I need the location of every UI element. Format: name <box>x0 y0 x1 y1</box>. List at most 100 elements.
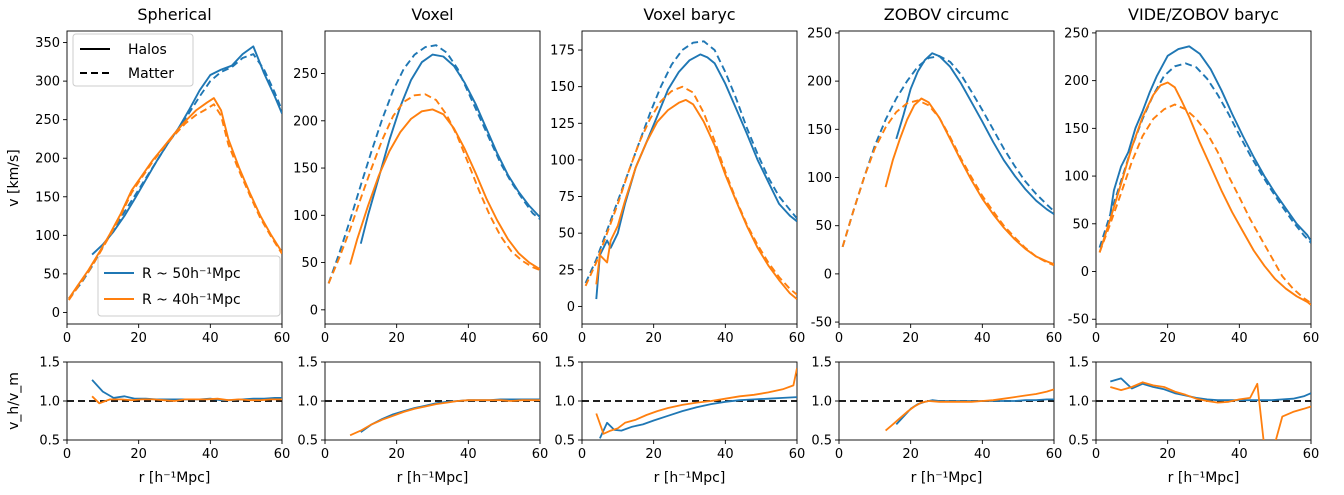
ratio-y-axis-label: v_h/v_m <box>6 372 22 430</box>
ratio-y-tick-label: 0.5 <box>39 434 60 449</box>
ratio-x-tick-label: 60 <box>789 447 806 462</box>
legend-label: R ~ 40h⁻¹Mpc <box>142 292 241 308</box>
x-tick-label: 20 <box>130 331 147 346</box>
y-tick-label: 250 <box>35 113 60 128</box>
y-tick-label: 125 <box>550 117 575 132</box>
panel-title: Voxel baryc <box>643 5 735 24</box>
series-line-3 <box>586 87 797 295</box>
y-tick-label: 300 <box>35 75 60 90</box>
x-tick-label: 40 <box>717 331 734 346</box>
ratio-y-tick-label: 0.5 <box>297 434 318 449</box>
ratio-y-tick-label: 1.0 <box>297 395 318 410</box>
y-tick-label: 100 <box>1064 170 1089 185</box>
y-tick-label: 150 <box>550 80 575 95</box>
ratio-y-tick-label: 0.5 <box>811 434 832 449</box>
ratio-y-tick-label: 1.5 <box>811 356 832 371</box>
y-tick-label: 175 <box>550 44 575 59</box>
y-tick-label: 0 <box>567 300 575 315</box>
x-axis-label: r [h⁻¹Mpc] <box>654 470 726 486</box>
x-tick-label: 0 <box>321 331 329 346</box>
y-tick-label: 50 <box>815 219 832 234</box>
ratio-y-tick-label: 1.5 <box>297 356 318 371</box>
y-tick-label: 150 <box>293 162 318 177</box>
x-tick-label: 60 <box>274 331 291 346</box>
y-tick-label: 0 <box>824 267 832 282</box>
y-tick-label: 100 <box>807 171 832 186</box>
series-line-2 <box>1100 83 1311 305</box>
ratio-y-tick-label: 1.5 <box>554 356 575 371</box>
ratio-y-tick-label: 0.5 <box>554 434 575 449</box>
x-tick-label: 40 <box>460 331 477 346</box>
y-tick-label: 250 <box>1064 26 1089 41</box>
ratio-x-tick-label: 0 <box>63 447 71 462</box>
y-tick-label: 150 <box>1064 122 1089 137</box>
ratio-line-1 <box>886 389 1054 430</box>
x-tick-label: 60 <box>1303 331 1320 346</box>
y-tick-label: 200 <box>293 114 318 129</box>
panel-title: Voxel <box>411 5 453 24</box>
y-tick-label: 250 <box>807 26 832 41</box>
ratio-x-tick-label: 40 <box>717 447 734 462</box>
ratio-x-tick-label: 20 <box>388 447 405 462</box>
ratio-x-tick-label: 0 <box>1092 447 1100 462</box>
ratio-y-tick-label: 1.0 <box>811 395 832 410</box>
ratio-x-tick-label: 20 <box>902 447 919 462</box>
x-tick-label: 60 <box>1046 331 1063 346</box>
ratio-x-tick-label: 20 <box>130 447 147 462</box>
x-axis-label: r [h⁻¹Mpc] <box>139 470 211 486</box>
panel-title: ZOBOV circumc <box>884 5 1009 24</box>
y-tick-label: 50 <box>43 267 60 282</box>
y-tick-label: 200 <box>807 75 832 90</box>
ratio-y-tick-label: 1.5 <box>39 356 60 371</box>
x-tick-label: 20 <box>902 331 919 346</box>
ratio-line-0 <box>361 399 540 432</box>
series-line-0 <box>896 53 1054 214</box>
x-tick-label: 0 <box>835 331 843 346</box>
x-tick-label: 60 <box>789 331 806 346</box>
series-line-2 <box>350 109 540 269</box>
y-tick-label: 0 <box>310 303 318 318</box>
x-tick-label: 40 <box>1231 331 1248 346</box>
y-tick-label: 100 <box>293 209 318 224</box>
y-tick-label: 250 <box>293 67 318 82</box>
y-tick-label: -50 <box>811 316 832 331</box>
legend-label: Halos <box>128 42 167 58</box>
legend-series: R ~ 50h⁻¹Mpc R ~ 40h⁻¹Mpc <box>98 256 280 316</box>
y-tick-label: 0 <box>52 306 60 321</box>
y-axis-label: v [km/s] <box>6 149 22 206</box>
ratio-x-tick-label: 0 <box>578 447 586 462</box>
x-tick-label: 20 <box>388 331 405 346</box>
ratio-x-tick-label: 40 <box>1231 447 1248 462</box>
y-tick-label: 50 <box>1072 217 1089 232</box>
x-tick-label: 0 <box>1092 331 1100 346</box>
ratio-x-tick-label: 20 <box>1159 447 1176 462</box>
ratio-x-tick-label: 40 <box>974 447 991 462</box>
ratio-x-tick-label: 40 <box>202 447 219 462</box>
ratio-line-1 <box>350 400 540 435</box>
y-tick-label: 200 <box>1064 74 1089 89</box>
y-tick-label: 200 <box>35 152 60 167</box>
ratio-x-tick-label: 40 <box>460 447 477 462</box>
x-tick-label: 40 <box>974 331 991 346</box>
panel-2: Voxel baryc 0 25 50 75 100 125 150 175 0 20 40 60 0.5… <box>550 5 805 486</box>
y-tick-label: 150 <box>35 190 60 205</box>
ratio-y-tick-label: 1.0 <box>554 395 575 410</box>
x-axis-label: r [h⁻¹Mpc] <box>397 470 469 486</box>
x-tick-label: 0 <box>578 331 586 346</box>
series-line-2 <box>596 100 797 299</box>
ratio-y-tick-label: 1.0 <box>39 395 60 410</box>
x-axis-label: r [h⁻¹Mpc] <box>911 470 983 486</box>
ratio-x-tick-label: 60 <box>1303 447 1320 462</box>
legend-label: R ~ 50h⁻¹Mpc <box>142 266 241 282</box>
panel-title: Spherical <box>137 5 211 24</box>
ratio-x-tick-label: 0 <box>321 447 329 462</box>
series-line-1 <box>586 41 797 283</box>
ratio-x-tick-label: 60 <box>532 447 549 462</box>
series-line-3 <box>843 100 1054 265</box>
y-tick-label: 0 <box>1081 265 1089 280</box>
x-tick-label: 20 <box>1159 331 1176 346</box>
x-tick-label: 20 <box>645 331 662 346</box>
y-tick-label: 50 <box>558 227 575 242</box>
